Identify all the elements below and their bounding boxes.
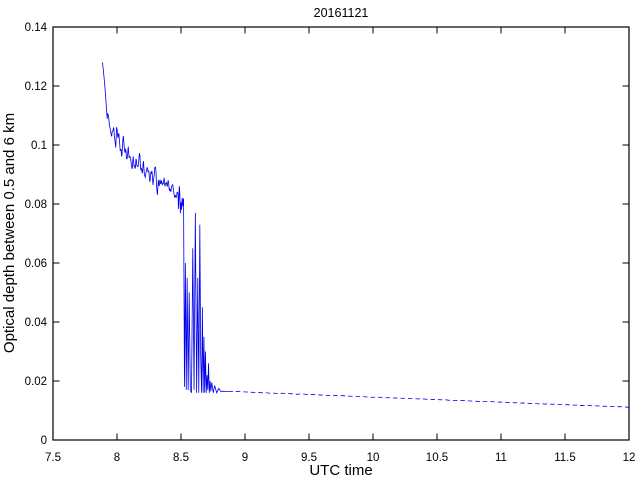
svg-text:20161121: 20161121 [314, 6, 369, 20]
svg-text:0.14: 0.14 [25, 22, 48, 34]
svg-text:7.5: 7.5 [45, 452, 61, 464]
svg-text:11: 11 [495, 452, 507, 464]
svg-text:0.1: 0.1 [31, 140, 47, 152]
svg-text:0.04: 0.04 [25, 317, 48, 329]
svg-text:10.5: 10.5 [426, 452, 448, 464]
svg-text:8.5: 8.5 [173, 452, 189, 464]
svg-text:0.12: 0.12 [25, 81, 47, 93]
svg-text:8: 8 [114, 452, 120, 464]
svg-text:Optical depth between 0.5 and: Optical depth between 0.5 and 6 km [1, 113, 18, 353]
svg-text:11.5: 11.5 [554, 452, 576, 464]
svg-text:UTC time: UTC time [309, 462, 372, 479]
svg-text:12: 12 [623, 452, 636, 464]
svg-text:0.08: 0.08 [25, 199, 47, 211]
svg-text:9: 9 [242, 452, 248, 464]
svg-text:0: 0 [41, 435, 47, 447]
svg-text:0.02: 0.02 [25, 376, 47, 388]
svg-text:0.06: 0.06 [25, 258, 47, 270]
